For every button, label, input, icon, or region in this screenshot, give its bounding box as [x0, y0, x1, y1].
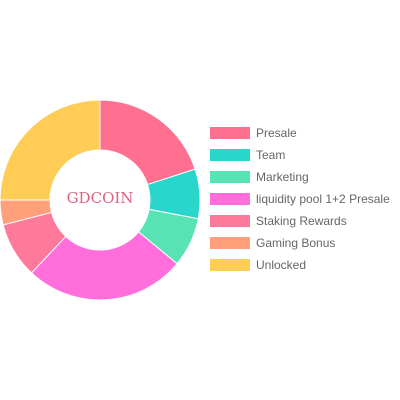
legend-item[interactable]: Marketing	[210, 166, 390, 188]
legend-item[interactable]: Presale	[210, 122, 390, 144]
legend-swatch	[210, 193, 250, 205]
legend-item[interactable]: Gaming Bonus	[210, 232, 390, 254]
legend-swatch	[210, 259, 250, 271]
legend-swatch	[210, 237, 250, 249]
slice-presale[interactable]	[99, 99, 196, 186]
legend-label: Unlocked	[256, 258, 307, 272]
legend-label: Presale	[256, 126, 297, 140]
legend-item[interactable]: Staking Rewards	[210, 210, 390, 232]
legend-swatch	[210, 127, 250, 139]
slice-liquidity-pool-1-2-presale[interactable]	[30, 231, 178, 301]
legend-item[interactable]: Team	[210, 144, 390, 166]
center-label: GDCOIN	[66, 189, 134, 207]
legend-item[interactable]: Unlocked	[210, 254, 390, 276]
legend-label: Staking Rewards	[256, 214, 347, 228]
legend-label: Team	[256, 148, 286, 162]
legend: Presale Team Marketing liquidity pool 1+2 P…	[210, 122, 390, 276]
legend-swatch	[210, 149, 250, 161]
slice-unlocked[interactable]	[0, 99, 101, 201]
legend-label: Marketing	[256, 170, 309, 184]
legend-swatch	[210, 215, 250, 227]
legend-label: Gaming Bonus	[256, 236, 336, 250]
legend-item[interactable]: liquidity pool 1+2 Presale	[210, 188, 390, 210]
legend-swatch	[210, 171, 250, 183]
legend-label: liquidity pool 1+2 Presale	[256, 192, 390, 206]
